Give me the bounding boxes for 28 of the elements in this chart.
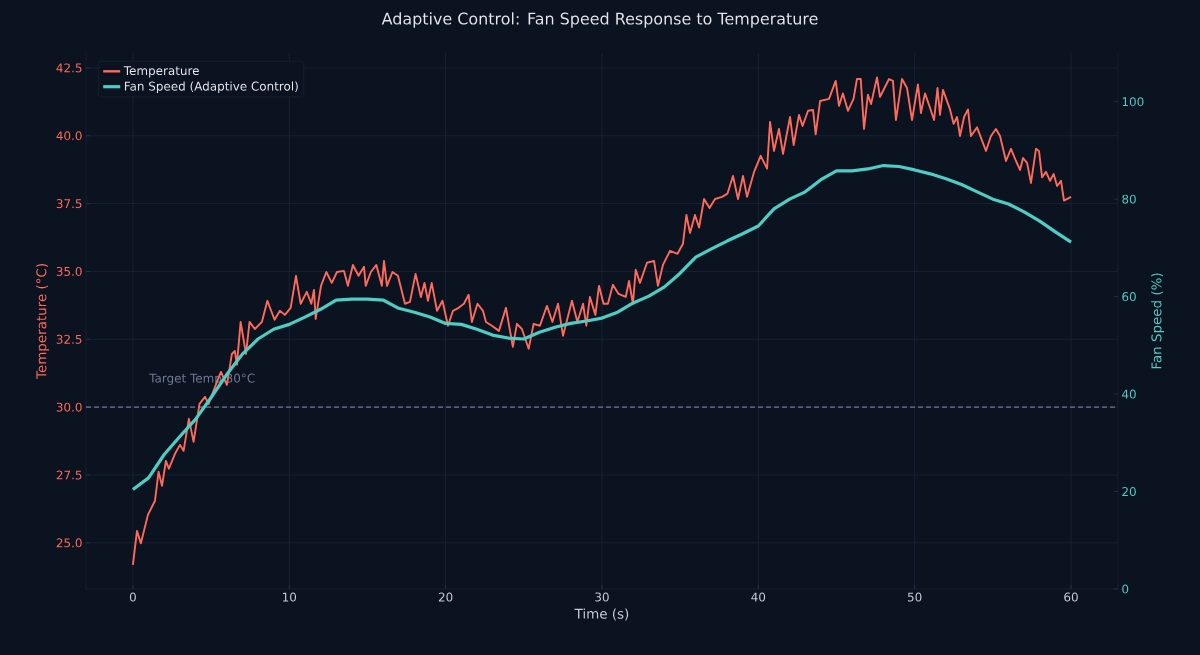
legend-label: Fan Speed (Adaptive Control) bbox=[124, 81, 298, 93]
chart-title: Adaptive Control: Fan Speed Response to Temperature bbox=[381, 12, 818, 28]
line-series bbox=[131, 163, 1073, 492]
y2-tick-label: 100 bbox=[1122, 97, 1144, 107]
y-tick-label: 27.5 bbox=[56, 470, 82, 480]
y-tick-label: 40.0 bbox=[56, 131, 82, 141]
legend-label: Temperature bbox=[123, 66, 199, 78]
x-tick-label: 20 bbox=[438, 592, 453, 602]
x-tick-label: 40 bbox=[751, 592, 766, 602]
x-tick-label: 60 bbox=[1064, 592, 1078, 602]
y-tick-label: 25.0 bbox=[56, 538, 82, 548]
y-axis-title: Temperature (°C) bbox=[36, 264, 50, 380]
x-axis-title: Time (s) bbox=[574, 608, 629, 621]
y2-axis-title: Fan Speed (%) bbox=[1151, 273, 1165, 369]
y2-tick-label: 0 bbox=[1122, 584, 1129, 594]
y2-tick-label: 40 bbox=[1122, 389, 1136, 399]
x-tick-label: 10 bbox=[282, 592, 297, 602]
y-tick-label: 32.5 bbox=[56, 334, 82, 344]
x-tick-label: 50 bbox=[907, 592, 922, 602]
y2-tick-label: 60 bbox=[1122, 292, 1136, 302]
y-tick-label: 35.0 bbox=[56, 266, 82, 276]
x-tick-label: 30 bbox=[595, 592, 609, 602]
y2-tick-label: 80 bbox=[1122, 194, 1136, 204]
y-tick-label: 30.0 bbox=[56, 402, 82, 412]
y2-tick-label: 20 bbox=[1122, 487, 1136, 497]
y-tick-label: 42.5 bbox=[56, 63, 82, 73]
x-tick-label: 0 bbox=[129, 592, 136, 602]
y-tick-label: 37.5 bbox=[56, 199, 82, 209]
